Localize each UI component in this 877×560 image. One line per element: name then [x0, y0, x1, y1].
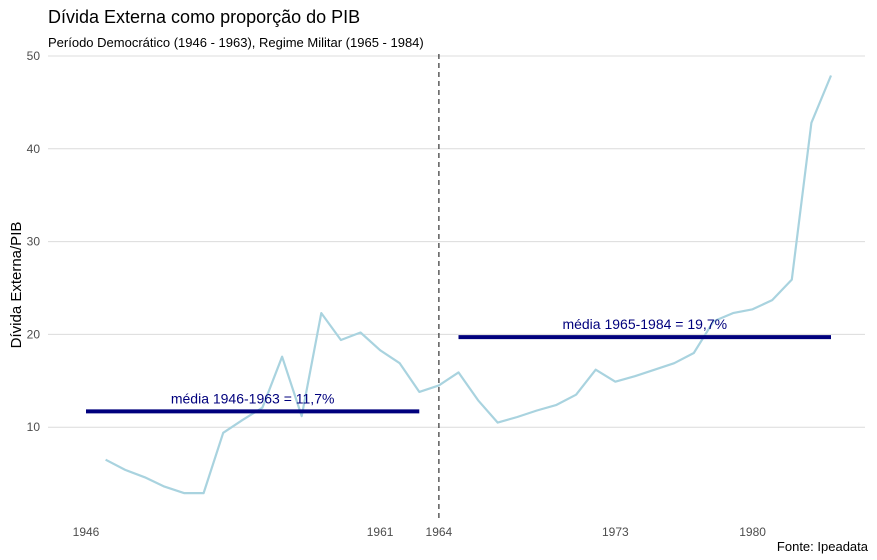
y-tick-label: 40 [27, 142, 41, 156]
x-tick-labels: 1946 1961 1964 1973 1980 [73, 525, 767, 539]
mean-segments: média 1946-1963 = 11,7% média 1965-1984 =… [86, 316, 831, 414]
y-tick-labels: 10 20 30 40 50 [27, 49, 41, 434]
x-tick-label: 1946 [73, 525, 100, 539]
x-tick-label: 1961 [367, 525, 394, 539]
x-tick-label: 1980 [739, 525, 766, 539]
y-tick-label: 20 [27, 327, 41, 341]
chart-title: Dívida Externa como proporção do PIB [48, 7, 360, 27]
mean-label-2: média 1965-1984 = 19,7% [562, 316, 727, 332]
gridlines [48, 55, 865, 428]
mean-label-1: média 1946-1963 = 11,7% [171, 390, 335, 406]
x-tick-label: 1964 [426, 525, 453, 539]
y-tick-label: 30 [27, 235, 41, 249]
source-caption: Fonte: Ipeadata [777, 539, 869, 554]
series-line [105, 75, 833, 495]
y-tick-label: 10 [27, 420, 41, 434]
x-tick-label: 1973 [602, 525, 629, 539]
series-group [105, 75, 833, 495]
y-axis-label: Dívida Externa/PIB [8, 222, 25, 349]
chart-subtitle: Período Democrático (1946 - 1963), Regim… [48, 35, 424, 50]
y-tick-label: 50 [27, 49, 41, 63]
